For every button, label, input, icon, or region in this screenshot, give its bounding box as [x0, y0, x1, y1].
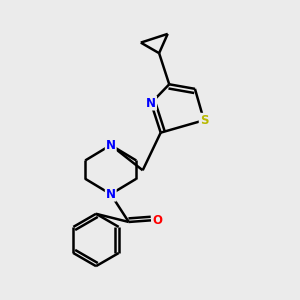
Text: N: N: [106, 139, 116, 152]
Text: N: N: [146, 97, 156, 110]
Text: S: S: [200, 114, 208, 127]
Text: N: N: [106, 188, 116, 201]
Text: O: O: [152, 214, 163, 227]
